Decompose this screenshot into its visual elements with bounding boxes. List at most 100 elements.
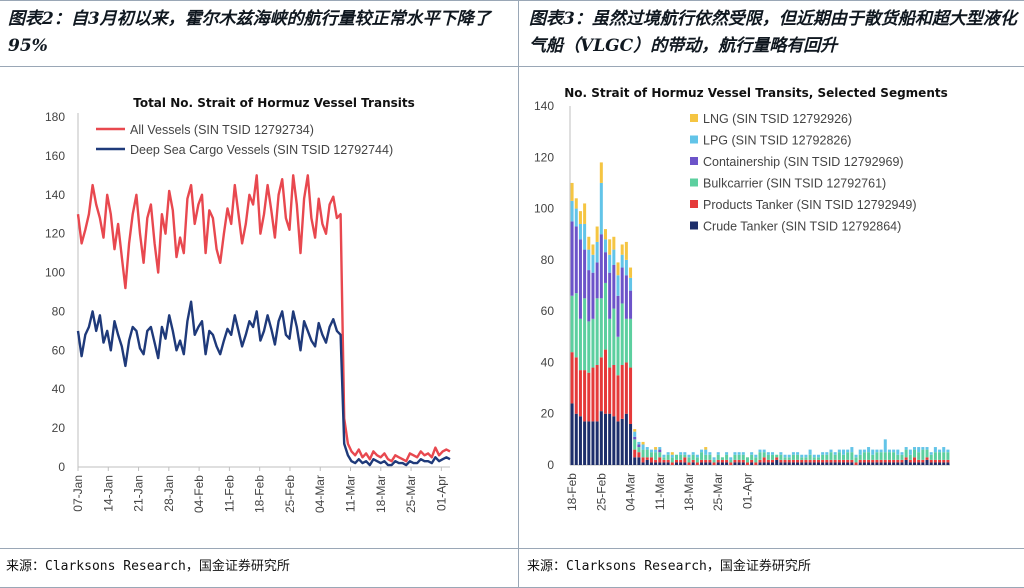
left-x-tick-label: 25-Mar [404,475,418,513]
right-bar-segment [599,357,603,412]
right-bar-segment [846,459,850,463]
right-bar-segment [825,454,829,460]
left-x-tick-label: 01-Apr [434,475,448,511]
right-legend-label: Bulkcarrier (SIN TSID 12792761) [703,177,886,191]
right-bar-segment [737,454,741,460]
right-bar-segment [750,459,754,463]
right-bar-segment [674,459,678,463]
right-bar-segment [917,447,921,453]
right-bar-segment [570,221,574,296]
right-bar-segment [938,452,942,460]
right-x-tick-label: 18-Mar [682,473,696,511]
right-bar-segment [691,454,695,460]
right-legend-swatch [690,178,698,187]
right-bar-segment [725,462,729,465]
right-bar-segment [658,452,662,458]
right-bar-segment [925,457,929,460]
right-bar-segment [766,462,770,465]
right-bar-segment [700,449,704,453]
right-bar-segment [629,318,633,368]
top-border [0,0,1024,1]
right-bar-segment [946,449,950,453]
right-bar-segment [942,447,946,453]
right-bar-segment [624,259,628,276]
right-bar-segment [750,452,754,455]
right-bar-segment [620,244,624,255]
right-bar-segment [783,459,787,463]
right-bar-segment [695,462,699,465]
right-bar-segment [896,449,900,455]
right-bar-segment [883,439,887,453]
right-bar-segment [825,462,829,465]
right-bar-segment [603,239,607,253]
right-bar-segment [812,457,816,460]
right-bar-segment [620,267,624,304]
right-bar-segment [599,182,603,235]
right-bar-segment [929,459,933,463]
right-bar-segment [913,462,917,465]
right-bar-segment [875,462,879,465]
right-bar-segment [612,236,616,250]
right-bar-segment [754,457,758,463]
right-bar-segment [612,249,616,265]
right-bar-segment [887,459,891,463]
right-y-tick-label: 40 [541,355,555,369]
right-legend-label: Crude Tanker (SIN TSID 12792864) [703,220,901,234]
right-bar-segment [875,449,879,453]
right-bar-segment [616,421,620,465]
right-legend-label: Products Tanker (SIN TSID 12792949) [703,198,917,212]
right-bar-segment [821,454,825,460]
right-bar-segment [833,462,837,465]
right-bar-segment [725,452,729,455]
right-bar-segment [620,254,624,268]
right-bar-segment [754,454,758,458]
right-bar-segment [633,457,637,465]
right-bar-segment [871,459,875,463]
right-legend-label: LNG (SIN TSID 12792926) [703,112,852,126]
right-bar-segment [633,431,637,437]
right-bar-segment [862,452,866,460]
right-bar-segment [800,462,804,465]
right-bar-segment [595,298,599,365]
right-bar-segment [637,447,641,453]
left-y-tick-label: 60 [52,343,66,357]
right-bar-segment [900,462,904,465]
right-bar-segment [608,272,612,319]
right-bar-segment [921,447,925,450]
right-bar-segment [612,416,616,465]
right-bar-segment [624,413,628,465]
right-bar-segment [850,447,854,453]
right-bar-segment [729,462,733,465]
right-bar-segment [741,454,745,460]
right-bar-segment [762,457,766,463]
right-bar-segment [800,457,804,460]
right-bar-segment [578,239,582,319]
right-bar-segment [616,375,620,422]
right-bar-segment [942,452,946,460]
right-bar-segment [733,454,737,460]
right-x-tick-label: 18-Feb [565,473,579,511]
right-bar-segment [608,413,612,465]
right-bar-segment [879,449,883,453]
right-bar-segment [775,454,779,458]
right-bar-segment [900,459,904,463]
left-panel-title: 图表2：自3月初以来，霍尔木兹海峡的航行量较正常水平下降了95% [8,9,491,56]
right-bar-segment [712,457,716,460]
right-bar-segment [603,349,607,414]
right-bar-segment [862,449,866,453]
right-bar-segment [829,452,833,460]
right-bar-segment [603,229,607,240]
right-legend-label: LPG (SIN TSID 12792826) [703,134,851,148]
right-bar-segment [616,336,620,376]
right-bar-segment [683,454,687,458]
right-bar-segment [708,452,712,455]
right-bar-segment [587,270,591,322]
right-bar-segment [791,459,795,463]
right-bar-segment [867,462,871,465]
right-bar-segment [649,449,653,453]
right-bar-segment [679,462,683,465]
right-bar-segment [674,454,678,460]
right-bar-segment [929,452,933,455]
right-bar-segment [887,449,891,453]
right-bar-segment [862,462,866,465]
